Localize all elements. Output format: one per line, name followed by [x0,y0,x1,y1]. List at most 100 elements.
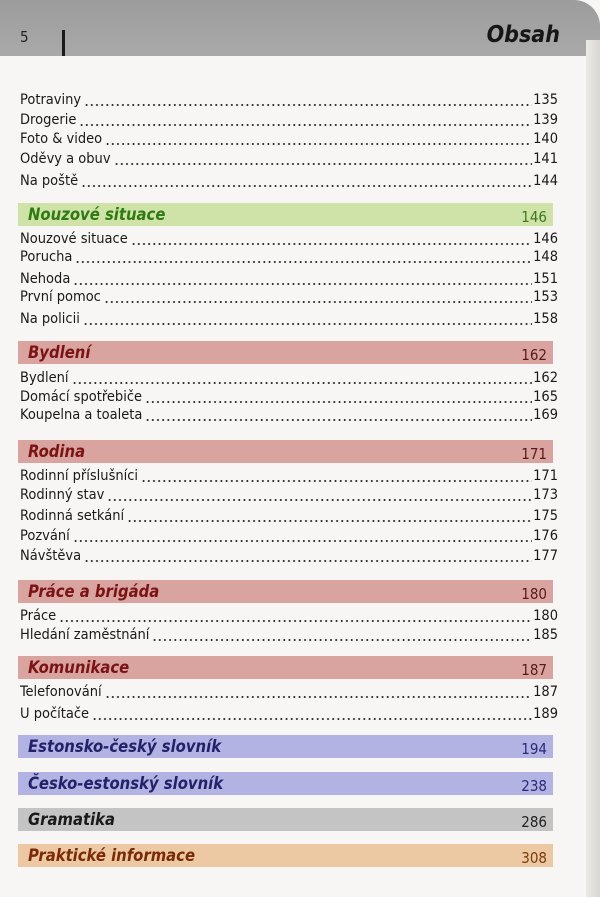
toc-entry[interactable]: Práce 180 [20,607,558,626]
entry-page: 165 [533,389,558,405]
section-page: 238 [521,776,547,795]
entry-page: 175 [533,508,558,524]
entry-label: První pomoc [20,289,101,305]
entry-label: Domácí spotřebiče [20,389,143,405]
toc-entry[interactable]: Rodinní příslušníci 171 [20,467,558,486]
dot-leader [75,261,533,263]
dot-leader [73,283,533,285]
section-page: 146 [521,207,547,226]
entry-label: Nehoda [20,271,71,287]
entry-page: 153 [533,289,558,305]
section-title: Rodina [28,442,86,461]
entry-label: Foto & video [20,131,103,147]
section-page: 180 [521,584,547,603]
toc-entry[interactable]: První pomoc 153 [20,288,558,307]
entry-label: Rodinní příslušníci [20,468,139,484]
entry-page: 189 [533,706,558,722]
section-header[interactable]: Práce a brigáda 180 [18,580,553,603]
entry-page: 148 [533,249,558,265]
page-number: 5 [20,28,29,46]
toc-entry[interactable]: Drogerie 139 [20,111,558,130]
toc-entry[interactable]: Koupelna a toaleta 169 [20,406,558,425]
dot-leader [92,718,533,720]
entry-page: 177 [533,548,558,564]
toc-entry[interactable]: Potraviny 135 [20,91,558,110]
toc-entry[interactable]: Hledání zaměstnání 185 [20,626,558,645]
page-edge [586,40,600,897]
entry-label: U počítače [20,706,90,722]
toc-entry[interactable]: Návštěva 177 [20,547,558,566]
section-page: 194 [521,739,547,758]
entry-label: Práce [20,608,57,624]
entry-label: Na poště [20,173,79,189]
section-page: 187 [521,660,547,679]
entry-label: Koupelna a toaleta [20,407,143,423]
toc-entry[interactable]: Bydlení 162 [20,369,558,388]
section-header[interactable]: Gramatika 286 [18,808,553,831]
section-page: 286 [521,812,547,831]
toc-entry[interactable]: Domácí spotřebiče 165 [20,388,558,407]
entry-page: 176 [533,528,558,544]
entry-page: 151 [533,271,558,287]
toc-entry[interactable]: Na policii 158 [20,310,558,329]
dot-leader [79,124,533,126]
section-header[interactable]: Komunikace 187 [18,656,553,679]
section-header[interactable]: Česko-estonský slovník 238 [18,772,553,795]
dot-leader [145,419,533,421]
section-header[interactable]: Estonsko-český slovník 194 [18,735,553,758]
entry-page: 158 [533,311,558,327]
toc-entry[interactable]: Nouzové situace 146 [20,230,558,249]
dot-leader [105,143,533,145]
entry-label: Rodinný stav [20,487,105,503]
page-title: Obsah [486,22,560,48]
divider [62,30,65,56]
toc-entry[interactable]: Oděvy a obuv 141 [20,150,558,169]
entry-label: Porucha [20,249,73,265]
entry-page: 140 [533,131,558,147]
toc-entry[interactable]: Rodinná setkání 175 [20,507,558,526]
entry-label: Pozvání [20,528,70,544]
entry-label: Na policii [20,311,80,327]
section-title: Práce a brigáda [28,582,160,601]
entry-page: 162 [533,370,558,386]
section-header[interactable]: Nouzové situace 146 [18,203,553,226]
toc-entry[interactable]: Telefonování 187 [20,683,558,702]
toc-entry[interactable]: Foto & video 140 [20,130,558,149]
section-header[interactable]: Praktické informace 308 [18,844,553,867]
section-page: 171 [521,444,547,463]
dot-leader [130,243,533,245]
dot-leader [145,401,533,403]
toc-entry[interactable]: Rodinný stav 173 [20,486,558,505]
toc-entry[interactable]: U počítače 189 [20,705,558,724]
dot-leader [104,696,533,698]
section-header[interactable]: Bydlení 162 [18,341,553,364]
entry-label: Rodinná setkání [20,508,125,524]
toc-entry[interactable]: Nehoda 151 [20,270,558,289]
entry-page: 180 [533,608,558,624]
dot-leader [127,520,533,522]
entry-page: 139 [533,112,558,128]
entry-page: 169 [533,407,558,423]
toc-entry[interactable]: Porucha 148 [20,248,558,267]
entry-page: 185 [533,627,558,643]
entry-label: Bydlení [20,370,69,386]
dot-leader [82,323,533,325]
section-page: 162 [521,345,547,364]
section-title: Gramatika [28,810,116,829]
entry-page: 141 [533,151,558,167]
dot-leader [71,382,533,384]
toc-entry[interactable]: Pozvání 176 [20,527,558,546]
section-title: Estonsko-český slovník [28,737,222,756]
dot-leader [113,163,533,165]
section-title: Bydlení [28,343,91,362]
entry-label: Telefonování [20,684,102,700]
section-header[interactable]: Rodina 171 [18,440,553,463]
toc-entry[interactable]: Na poště 144 [20,172,558,191]
dot-leader [59,620,533,622]
section-title: Česko-estonský slovník [28,774,224,793]
dot-leader [72,540,533,542]
section-title: Praktické informace [28,846,196,865]
dot-leader [84,560,533,562]
entry-label: Hledání zaměstnání [20,627,150,643]
entry-page: 144 [533,173,558,189]
